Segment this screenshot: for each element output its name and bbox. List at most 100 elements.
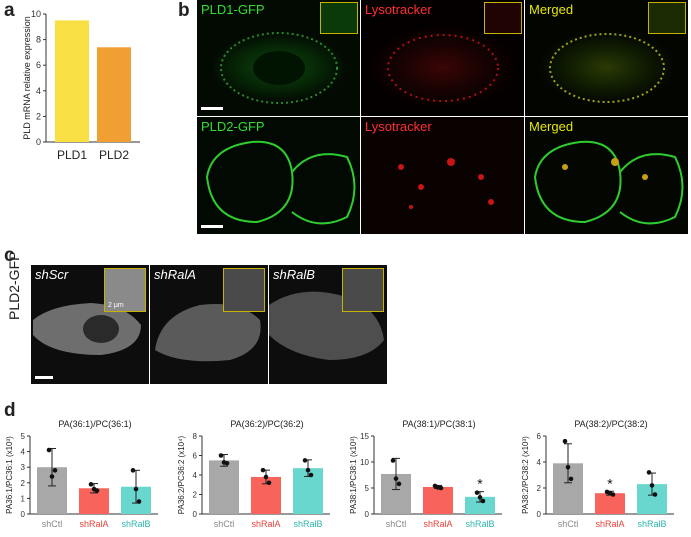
shrala-cell [155,304,261,362]
data-point [308,472,314,478]
data-point [260,467,266,473]
data-point [438,485,444,491]
y-axis-label: PA36:2/PC36:2 (x10⁴) [177,435,186,514]
inset-scale-label: 2 μm [108,302,124,309]
chart-title: PA(36:2)/PC(36:2) [230,419,303,429]
y-tick-label: 4 [537,458,542,467]
x-tick-label: PLD2 [99,148,129,162]
inset-shrala [223,268,265,312]
significance-marker: * [607,475,613,491]
label-shrala: shRalA [154,267,196,282]
data-point [610,492,616,497]
bar-shrala [423,486,453,514]
y-tick-label: 4 [36,86,41,96]
micro-pld1-gfp: PLD1-GFP [197,0,360,116]
scale-bar [201,107,223,110]
micro-shscr: shScr 2 μm [31,265,149,384]
data-point [390,458,396,463]
label-merged-1: Merged [529,2,574,17]
data-point [218,453,224,458]
label-shralb: shRalB [273,267,315,282]
bar-pld1 [55,20,89,142]
y-tick-label: 2 [193,491,198,500]
y-tick-label: 8 [36,35,41,45]
x-tick-label: shRalA [423,519,452,529]
micro-lysotracker-2: Lysotracker [361,117,524,234]
data-point [646,470,652,475]
data-point [94,488,100,493]
data-point [474,490,480,495]
scale-bar-c [35,376,53,379]
label-pld1-gfp: PLD1-GFP [201,2,265,17]
data-point [136,499,142,504]
panel-letter-c: c [4,245,15,266]
shscr-cell [33,303,141,355]
y-tick-label: 3 [21,463,26,472]
label-lysotracker-1: Lysotracker [365,2,432,17]
panel-letter-b: b [178,0,190,21]
y-tick-label: 2 [36,111,41,121]
y-tick-label: 4 [193,471,198,480]
label-shscr: shScr [35,267,69,282]
y-tick-label: 5 [21,432,26,441]
label-lysotracker-2: Lysotracker [365,119,432,134]
x-tick-label: shRalA [79,519,108,529]
x-tick-label: shCtl [386,519,407,529]
label-merged-2: Merged [529,119,574,134]
y-axis-label: PLD mRNA relative expression [22,16,32,140]
data-point [480,498,486,504]
x-tick-label: shRalB [637,519,666,529]
chart-title: PA(36:1)/PC(36:1) [58,419,131,429]
merged-outlines-2 [533,140,684,225]
y-tick-label: 15 [360,432,369,441]
scale-bar-2 [201,225,223,228]
significance-marker: * [477,476,483,492]
y-tick-label: 4 [21,448,26,457]
inset-pld1 [320,2,358,34]
micro-lysotracker-1: Lysotracker [361,0,524,116]
y-tick-label: 5 [365,484,370,493]
y-tick-label: 0 [365,510,370,519]
y-tick-label: 6 [36,60,41,70]
micro-merged-1: Merged [525,0,688,116]
data-point [49,474,55,479]
inset-merged-1 [648,2,686,34]
data-point [130,468,136,473]
bar-pld2 [97,47,131,142]
micro-shralb: shRalB [269,265,387,384]
data-point [46,447,52,453]
y-tick-label: 10 [360,458,369,467]
x-tick-label: shRalB [293,519,322,529]
x-tick-label: PLD1 [57,148,87,162]
inset-shralb [342,268,384,312]
bar-shctl [209,460,239,514]
panel-letter-a: a [4,0,15,21]
y-axis-label: PA38:1/PC38:1 (x10³) [349,436,358,514]
inset-lyso-1 [484,2,522,34]
chart-title: PA(38:1)/PC(38:1) [402,419,475,429]
chart-title: PA(38:2)/PC(38:2) [574,419,647,429]
inset-shscr: 2 μm [104,268,146,312]
x-tick-label: shRalA [251,519,280,529]
label-pld2-gfp: PLD2-GFP [201,119,265,134]
chart-pld-expression: 0 2 4 6 8 10 PLD1 PLD2 PLD mRNA relative express… [22,9,140,162]
data-point [396,481,402,487]
x-tick-label: shRalB [465,519,494,529]
data-point [652,492,658,497]
x-tick-label: shCtl [214,519,235,529]
data-point [568,476,574,482]
chart-pa38-2: PA(38:2)/PC(38:2) 0 2 4 6 PA38:2/PC38:2 (x10³… [521,419,674,529]
side-label-pld2-gfp: PLD2-GFP [6,251,22,320]
chart-pa36-1: PA(36:1)/PC(36:1) 0 1 2 3 4 5 PA36:1/PC36:1 (x1… [5,419,158,529]
y-tick-label: 8 [193,432,198,441]
lyso-dots-2 [398,158,494,209]
data-point [224,461,230,466]
pld2-cell-outlines [205,140,356,225]
data-point [52,468,58,473]
micro-shrala: shRalA [150,265,268,384]
data-point [88,482,94,487]
x-tick-label: shCtl [42,519,63,529]
y-tick-label: 0 [537,510,542,519]
micro-pld2-gfp: PLD2-GFP [197,117,360,234]
